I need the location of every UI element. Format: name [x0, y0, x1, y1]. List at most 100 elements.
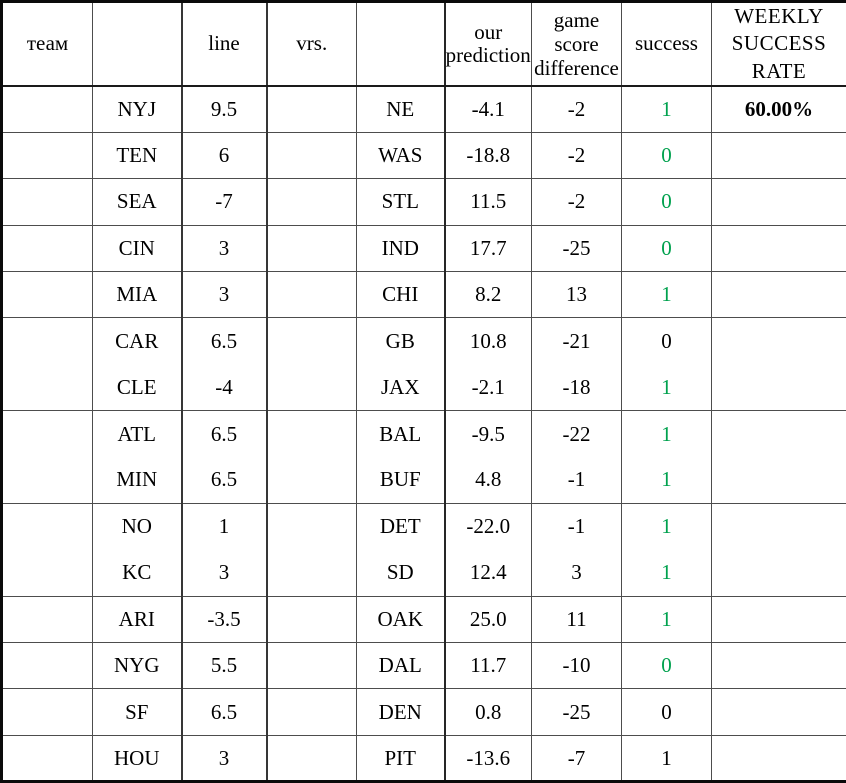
prediction-cell: 11.7 [445, 643, 532, 689]
vrs-cell [267, 735, 357, 781]
opponent-cell: DAL [357, 643, 445, 689]
spacer-cell [2, 689, 93, 735]
score-diff-cell: -2 [532, 132, 622, 178]
prediction-cell: -18.8 [445, 132, 532, 178]
score-diff-cell: -1 [532, 457, 622, 503]
opponent-cell: BAL [357, 411, 445, 457]
spacer-cell [2, 550, 93, 596]
weekly-rate-cell [712, 179, 846, 225]
score-diff-cell: -25 [532, 225, 622, 271]
spacer-cell [2, 735, 93, 781]
weekly-rate-cell: 60.00% [712, 86, 846, 132]
header-line: line [182, 2, 267, 86]
header-our-prediction: our prediction [445, 2, 532, 86]
team-cell: NO [93, 503, 182, 549]
line-cell: 3 [182, 225, 267, 271]
team-cell: ARI [93, 596, 182, 642]
vrs-cell [267, 550, 357, 596]
score-diff-cell: -10 [532, 643, 622, 689]
prediction-cell: -13.6 [445, 735, 532, 781]
line-cell: 6 [182, 132, 267, 178]
vrs-cell [267, 225, 357, 271]
spacer-cell [2, 596, 93, 642]
spacer-cell [2, 86, 93, 132]
opponent-cell: IND [357, 225, 445, 271]
spacer-cell [2, 271, 93, 317]
spacer-cell [2, 225, 93, 271]
header-weekly-success-rate: WEEKLY SUCCESS RATE [712, 2, 846, 86]
line-cell: -3.5 [182, 596, 267, 642]
vrs-cell [267, 132, 357, 178]
prediction-cell: 17.7 [445, 225, 532, 271]
team-cell: NYG [93, 643, 182, 689]
spacer-cell [2, 179, 93, 225]
weekly-rate-cell [712, 596, 846, 642]
opponent-cell: BUF [357, 457, 445, 503]
opponent-cell: DEN [357, 689, 445, 735]
opponent-cell: CHI [357, 271, 445, 317]
prediction-cell: -2.1 [445, 364, 532, 410]
prediction-cell: -22.0 [445, 503, 532, 549]
line-cell: 6.5 [182, 457, 267, 503]
weekly-rate-cell [712, 643, 846, 689]
vrs-cell [267, 364, 357, 410]
team-cell: CAR [93, 318, 182, 364]
success-cell: 1 [622, 271, 712, 317]
prediction-cell: 11.5 [445, 179, 532, 225]
weekly-rate-cell [712, 318, 846, 364]
line-cell: 6.5 [182, 411, 267, 457]
spacer-cell [2, 503, 93, 549]
team-cell: HOU [93, 735, 182, 781]
line-cell: 1 [182, 503, 267, 549]
score-diff-cell: 13 [532, 271, 622, 317]
spacer-cell [2, 643, 93, 689]
prediction-cell: 8.2 [445, 271, 532, 317]
header-vrs: vrs. [267, 2, 357, 86]
success-cell: 1 [622, 364, 712, 410]
header-blank-2 [357, 2, 445, 86]
team-cell: KC [93, 550, 182, 596]
opponent-cell: JAX [357, 364, 445, 410]
vrs-cell [267, 271, 357, 317]
prediction-cell: 12.4 [445, 550, 532, 596]
vrs-cell [267, 318, 357, 364]
weekly-rate-cell [712, 132, 846, 178]
spacer-cell [2, 457, 93, 503]
spacer-cell [2, 318, 93, 364]
score-diff-cell: -21 [532, 318, 622, 364]
success-cell: 1 [622, 735, 712, 781]
score-diff-cell: -1 [532, 503, 622, 549]
team-cell: MIN [93, 457, 182, 503]
line-cell: 6.5 [182, 689, 267, 735]
success-cell: 0 [622, 225, 712, 271]
line-cell: 9.5 [182, 86, 267, 132]
success-cell: 1 [622, 503, 712, 549]
vrs-cell [267, 596, 357, 642]
weekly-rate-cell [712, 364, 846, 410]
weekly-rate-cell [712, 457, 846, 503]
weekly-rate-cell [712, 689, 846, 735]
team-cell: MIA [93, 271, 182, 317]
success-cell: 0 [622, 689, 712, 735]
line-cell: 5.5 [182, 643, 267, 689]
score-diff-cell: -18 [532, 364, 622, 410]
success-cell: 1 [622, 550, 712, 596]
opponent-cell: WAS [357, 132, 445, 178]
weekly-rate-cell [712, 225, 846, 271]
betting-results-page: теам line vrs. our prediction game score… [0, 0, 846, 749]
team-cell: CIN [93, 225, 182, 271]
header-blank-1 [93, 2, 182, 86]
weekly-rate-cell [712, 271, 846, 317]
